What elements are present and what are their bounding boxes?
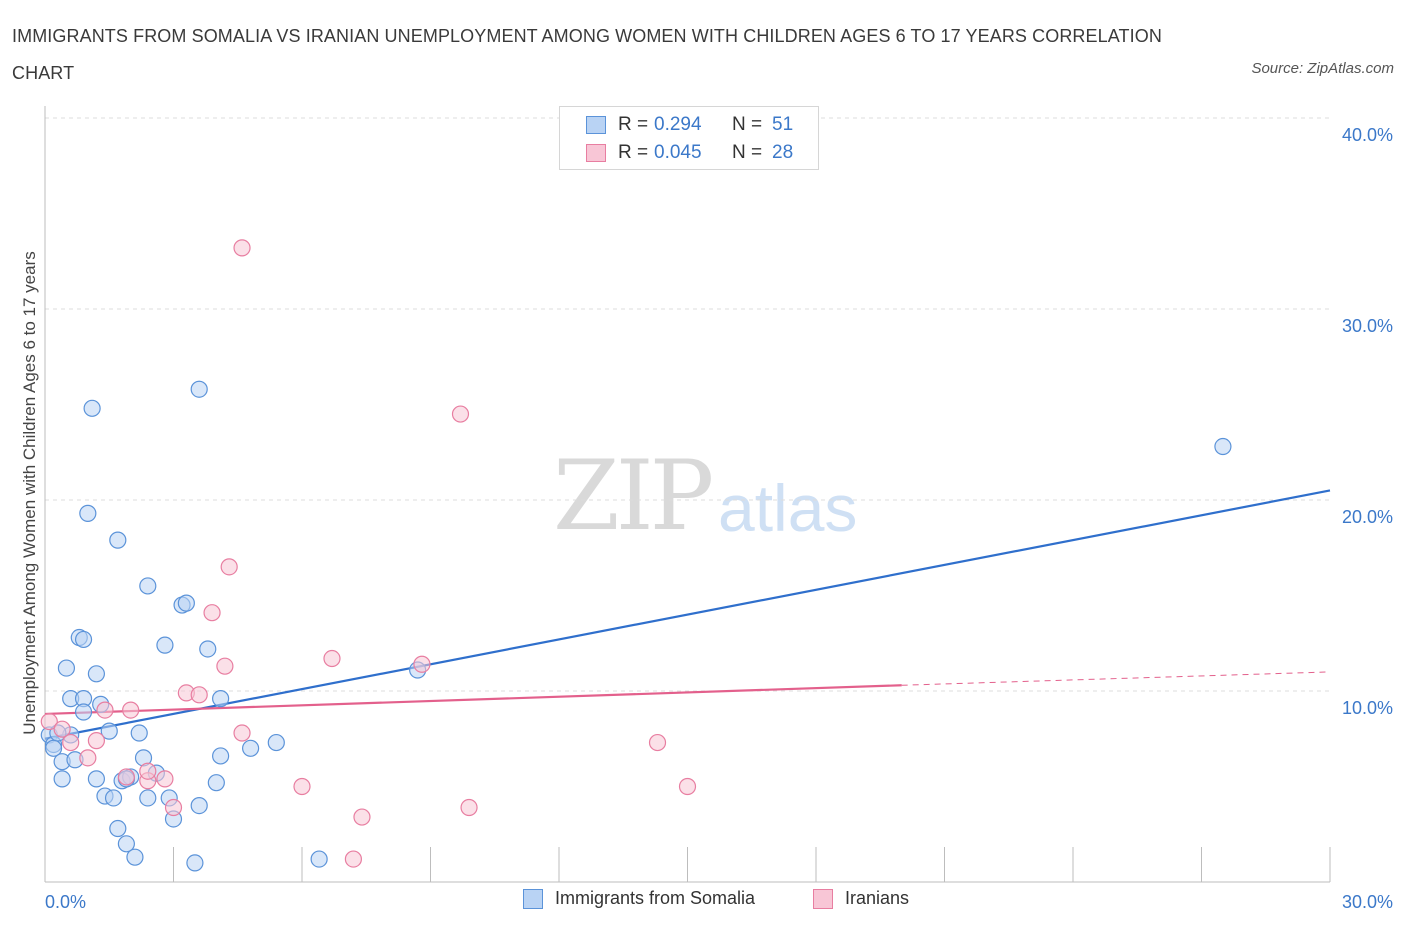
somalia-point xyxy=(83,399,101,417)
somalia-point xyxy=(109,819,127,838)
legend-label-iranians: Iranians xyxy=(845,888,910,908)
somalia-point xyxy=(130,724,148,742)
somalia-point xyxy=(267,733,285,752)
stats-row-somalia: R = 0.294 N = 51 xyxy=(586,111,793,139)
iranians-point xyxy=(203,604,221,622)
iranians-point xyxy=(62,733,80,752)
legend-label-somalia: Immigrants from Somalia xyxy=(555,888,756,908)
n-label: N = xyxy=(732,142,763,163)
somalia-point xyxy=(139,577,157,595)
somalia-swatch-icon xyxy=(586,116,606,134)
legend-item-somalia[interactable]: Immigrants from Somalia xyxy=(523,888,755,909)
somalia-point xyxy=(212,747,230,765)
iranians-point xyxy=(233,724,251,742)
chart-source: Source: ZipAtlas.com xyxy=(1251,60,1394,77)
iranians-point xyxy=(79,749,97,767)
iranians-legend-swatch-icon xyxy=(813,888,833,909)
n-value: 28 xyxy=(772,142,794,163)
n-label: N = xyxy=(732,114,763,135)
stats-legend: R = 0.294 N = 51 R = 0.045 N = 28 xyxy=(559,106,819,170)
iranians-point xyxy=(293,777,311,796)
somalia-point xyxy=(156,636,174,654)
somalia-point xyxy=(109,531,127,549)
somalia-point xyxy=(207,774,225,792)
watermark-zip: ZIP xyxy=(553,440,714,552)
r-label: R = xyxy=(618,142,649,163)
somalia-legend-swatch-icon xyxy=(523,888,543,909)
iranians-point xyxy=(216,657,234,675)
r-label: R = xyxy=(618,114,649,135)
iranians-point xyxy=(451,405,470,423)
somalia-point xyxy=(177,594,195,612)
somalia-point xyxy=(104,789,123,807)
iranians-point xyxy=(220,558,238,576)
iranians-point xyxy=(190,686,208,704)
y-tick-label: 20.0% xyxy=(1342,507,1393,527)
n-value: 51 xyxy=(772,114,794,135)
iranians-point xyxy=(460,798,478,817)
iranians-point xyxy=(413,655,431,673)
series-legend: Immigrants from Somalia Iranians xyxy=(0,888,1406,916)
somalia-point xyxy=(87,665,106,683)
trend-lines xyxy=(44,489,1331,740)
iranians-point xyxy=(117,768,135,786)
somalia-point xyxy=(139,789,157,807)
iranians-point xyxy=(648,733,667,752)
somalia-point xyxy=(53,770,71,788)
iranians-trend-line xyxy=(44,684,902,716)
somalia-point xyxy=(126,848,144,866)
somalia-point xyxy=(310,850,328,868)
somalia-point xyxy=(190,380,208,398)
somalia-point xyxy=(74,703,93,721)
somalia-trend-line xyxy=(44,489,1331,740)
somalia-point xyxy=(1214,437,1232,456)
iranians-point xyxy=(344,850,362,868)
somalia-point xyxy=(74,630,93,649)
somalia-point xyxy=(87,770,106,788)
axes xyxy=(44,106,1331,883)
somalia-point xyxy=(212,690,230,708)
tick-labels: 10.0% 20.0% 30.0% 40.0% 0.0% 30.0% xyxy=(45,125,1393,912)
x-tick-label: 0.0% xyxy=(45,892,86,912)
iranians-point xyxy=(164,798,183,817)
somalia-point xyxy=(117,835,135,853)
y-tick-label: 30.0% xyxy=(1342,316,1393,336)
iranians-point xyxy=(87,732,106,750)
x-tick-label: 30.0% xyxy=(1342,892,1393,912)
somalia-point xyxy=(186,854,204,872)
somalia-point xyxy=(242,739,260,757)
somalia-point xyxy=(190,796,208,815)
iranians-point xyxy=(139,762,157,780)
legend-item-iranians[interactable]: Iranians xyxy=(813,888,909,909)
iranians-point xyxy=(233,239,251,257)
iranians-trend-extension xyxy=(901,671,1331,686)
iranians-point xyxy=(353,808,371,826)
iranians-swatch-icon xyxy=(586,144,606,162)
data-points xyxy=(40,239,1232,872)
iranians-point xyxy=(323,649,341,668)
iranians-point xyxy=(678,777,697,796)
r-value: 0.294 xyxy=(654,114,702,135)
stats-row-iranians: R = 0.045 N = 28 xyxy=(586,139,793,167)
iranians-point xyxy=(122,701,140,719)
iranians-point xyxy=(156,770,174,788)
somalia-point xyxy=(199,640,217,658)
iranians-point xyxy=(53,720,71,738)
y-tick-label: 40.0% xyxy=(1342,125,1393,145)
watermark-atlas: atlas xyxy=(718,471,858,545)
somalia-point xyxy=(57,659,76,677)
r-value: 0.045 xyxy=(654,142,702,163)
somalia-point xyxy=(100,722,118,740)
somalia-point xyxy=(79,504,97,522)
chart-title: IMMIGRANTS FROM SOMALIA VS IRANIAN UNEMP… xyxy=(12,26,1162,83)
iranians-point xyxy=(96,701,114,719)
grid-lines xyxy=(45,117,1330,692)
iranians-point xyxy=(40,712,58,731)
y-tick-label: 10.0% xyxy=(1342,698,1393,718)
